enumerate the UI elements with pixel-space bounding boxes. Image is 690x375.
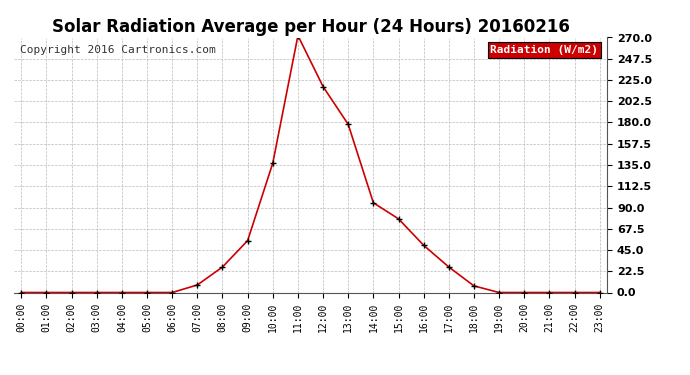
Text: Radiation (W/m2): Radiation (W/m2) (491, 45, 598, 55)
Title: Solar Radiation Average per Hour (24 Hours) 20160216: Solar Radiation Average per Hour (24 Hou… (52, 18, 569, 36)
Text: Copyright 2016 Cartronics.com: Copyright 2016 Cartronics.com (20, 45, 215, 55)
